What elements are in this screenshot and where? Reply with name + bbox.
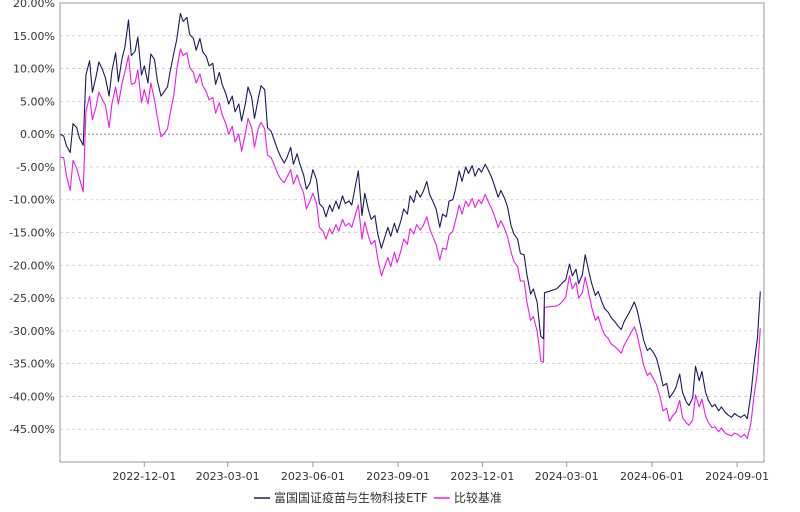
x-tick-label: 2023-12-01 xyxy=(450,470,514,483)
x-axis-ticks: 2022-12-01 2023-03-01 2023-06-01 2023-09-01… xyxy=(112,462,769,483)
y-tick-label: 15.00% xyxy=(13,30,55,43)
x-tick-label: 2024-09-01 xyxy=(705,470,769,483)
legend-label-benchmark: 比较基准 xyxy=(454,490,502,505)
legend-label-fund: 富国国证疫苗与生物科技ETF xyxy=(274,490,428,505)
y-tick-label: 0.00% xyxy=(20,128,55,141)
plot-frame xyxy=(59,2,765,463)
series-line-benchmark xyxy=(59,48,761,439)
x-tick-label: 2023-09-01 xyxy=(366,470,430,483)
y-axis-ticks: 20.00% 15.00% 10.00% 5.00% 0.00% -5.00% -10.00… xyxy=(9,0,55,436)
series-lines xyxy=(59,12,761,439)
y-tick-label: -10.00% xyxy=(9,194,55,207)
y-tick-label: 5.00% xyxy=(20,95,55,108)
x-tick-label: 2022-12-01 xyxy=(112,470,176,483)
y-tick-label: -45.00% xyxy=(9,423,55,436)
gridlines xyxy=(60,2,764,430)
y-tick-label: -30.00% xyxy=(9,325,55,338)
y-tick-label: -5.00% xyxy=(16,161,55,174)
y-tick-label: 10.00% xyxy=(13,63,55,76)
legend: 富国国证疫苗与生物科技ETF 比较基准 xyxy=(254,490,502,505)
y-tick-label: -20.00% xyxy=(9,259,55,272)
y-tick-label: -15.00% xyxy=(9,227,55,240)
x-tick-label: 2023-06-01 xyxy=(281,470,345,483)
x-tick-label: 2024-06-01 xyxy=(620,470,684,483)
y-tick-label: 20.00% xyxy=(13,0,55,10)
y-tick-label: -35.00% xyxy=(9,358,55,371)
y-tick-label: -40.00% xyxy=(9,390,55,403)
x-tick-label: 2023-03-01 xyxy=(196,470,260,483)
series-line-fund xyxy=(59,12,761,420)
y-tick-label: -25.00% xyxy=(9,292,55,305)
x-tick-label: 2024-03-01 xyxy=(535,470,599,483)
